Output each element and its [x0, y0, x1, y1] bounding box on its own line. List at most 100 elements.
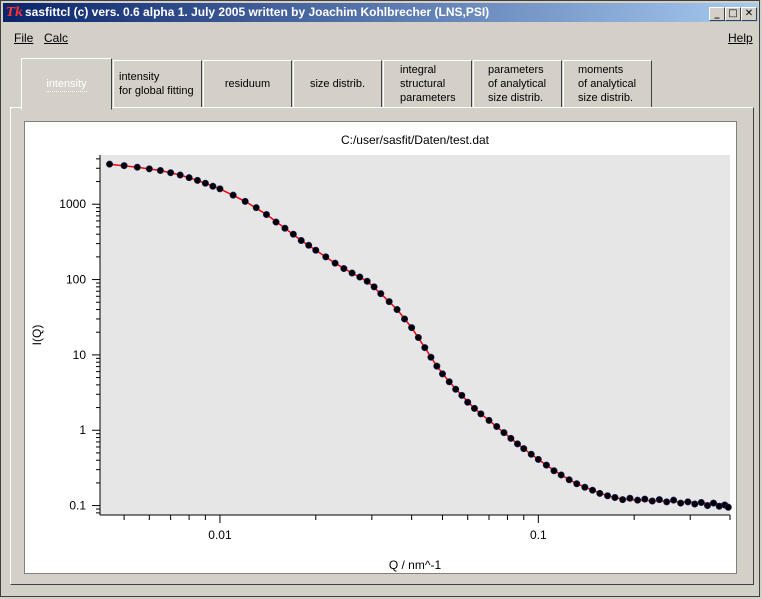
y-tick-label: 100	[66, 273, 86, 287]
data-point	[724, 503, 732, 511]
data-point	[507, 434, 515, 442]
plot-canvas[interactable]: C:/user/sasfit/Daten/test.dat Q / nm^-1 …	[24, 121, 737, 574]
close-button[interactable]: ✕	[741, 7, 757, 21]
data-point	[193, 176, 201, 184]
data-point	[209, 182, 217, 190]
y-tick-label: 10	[73, 348, 87, 362]
window-title: sasfittcl (c) vers. 0.6 alpha 1. July 20…	[25, 5, 490, 19]
x-tick-label: 0.1	[530, 528, 547, 542]
data-point	[216, 185, 224, 193]
data-point	[340, 265, 348, 273]
tab-label: residuum	[224, 78, 271, 90]
data-point	[438, 370, 446, 378]
menu-bar: File Calc Help	[3, 25, 758, 49]
data-point	[393, 306, 401, 314]
chart-svg: C:/user/sasfit/Daten/test.dat Q / nm^-1 …	[30, 133, 732, 572]
data-point	[670, 496, 678, 504]
data-point	[348, 269, 356, 277]
data-point	[709, 499, 717, 507]
data-point	[527, 450, 535, 458]
data-point	[513, 440, 521, 448]
data-point	[677, 499, 685, 507]
data-point	[262, 211, 270, 219]
data-point	[581, 483, 589, 491]
data-point	[565, 476, 573, 484]
data-point	[619, 496, 627, 504]
menu-calc[interactable]: Calc	[44, 31, 68, 45]
y-tick-label: 0.1	[69, 499, 86, 513]
tab-label: size distrib.	[309, 78, 366, 90]
data-point	[557, 471, 565, 479]
data-point	[493, 423, 501, 431]
data-point	[634, 496, 642, 504]
data-point	[691, 500, 699, 508]
data-point	[272, 218, 280, 226]
data-point	[408, 324, 416, 332]
tab-label: intensity	[46, 77, 87, 92]
data-point	[252, 204, 260, 212]
maximize-button[interactable]: □	[725, 7, 741, 21]
data-point	[458, 391, 466, 399]
data-point	[655, 496, 663, 504]
data-point	[356, 273, 364, 281]
data-point	[500, 429, 508, 437]
data-point	[106, 160, 114, 168]
data-point	[452, 385, 460, 393]
data-point	[414, 334, 422, 342]
tab-moments-analytical-size-distrib[interactable]: moments of analytical size distrib.	[563, 60, 652, 108]
y-tick-label: 1	[79, 423, 86, 437]
tab-label: parameters of analytical size distrib.	[488, 64, 547, 104]
data-point	[421, 344, 429, 352]
tab-integral-structural-parameters[interactable]: integral structural parameters	[383, 60, 472, 108]
tab-intensity-global-fitting[interactable]: intensity for global fitting	[113, 60, 202, 108]
menu-help-label: Help	[728, 31, 753, 45]
menu-file[interactable]: File	[14, 31, 33, 45]
data-point	[377, 290, 385, 298]
title-bar[interactable]: Tk sasfittcl (c) vers. 0.6 alpha 1. July…	[3, 3, 758, 22]
tab-label: moments of analytical size distrib.	[578, 64, 637, 104]
x-tick-label: 0.01	[208, 528, 232, 542]
tab-parameters-analytical-size-distrib[interactable]: parameters of analytical size distrib.	[473, 60, 562, 108]
data-point	[281, 224, 289, 232]
data-point	[185, 174, 193, 182]
data-point	[604, 492, 612, 500]
data-point	[331, 259, 339, 267]
tab-label: intensity for global fitting	[119, 71, 194, 97]
minimize-button[interactable]: _	[709, 7, 725, 21]
data-point	[167, 169, 175, 177]
data-point	[663, 498, 671, 506]
data-point	[477, 410, 485, 418]
data-point	[648, 497, 656, 505]
data-point	[464, 398, 472, 406]
data-point	[485, 416, 493, 424]
data-point	[322, 253, 330, 261]
menu-calc-label: Calc	[44, 31, 69, 45]
data-point	[120, 162, 128, 170]
data-point	[312, 246, 320, 254]
data-point	[289, 230, 297, 238]
data-point	[534, 455, 542, 463]
tab-residuum[interactable]: residuum	[203, 60, 292, 108]
data-point	[684, 498, 692, 506]
data-point	[445, 378, 453, 386]
y-axis-label: I(Q)	[30, 325, 44, 346]
data-point	[611, 494, 619, 502]
data-point	[241, 197, 249, 205]
data-point	[156, 167, 164, 175]
data-point	[305, 241, 313, 249]
tab-intensity[interactable]: intensity	[21, 58, 112, 110]
tab-size-distrib[interactable]: size distrib.	[293, 60, 382, 108]
data-point	[133, 163, 141, 171]
plot-background	[100, 155, 730, 515]
data-point	[201, 179, 209, 187]
data-point	[433, 362, 441, 370]
tk-icon[interactable]: Tk	[6, 5, 24, 19]
menu-help[interactable]: Help	[728, 31, 753, 45]
data-point	[363, 277, 371, 285]
data-point	[573, 480, 581, 488]
data-point	[542, 461, 550, 469]
data-point	[596, 489, 604, 497]
data-point	[229, 191, 237, 199]
data-point	[427, 353, 435, 361]
data-point	[470, 404, 478, 412]
